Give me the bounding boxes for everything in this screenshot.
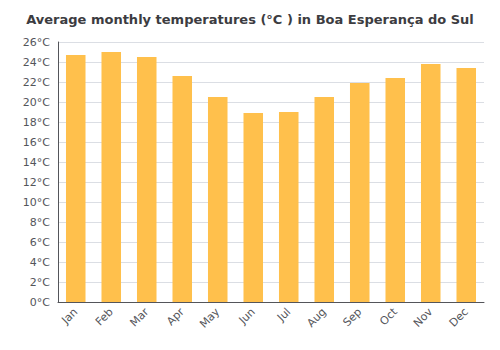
svg-text:22°C: 22°C [23,76,50,89]
svg-text:0°C: 0°C [30,296,50,309]
svg-text:Nov: Nov [411,305,436,330]
svg-text:Feb: Feb [93,305,116,328]
svg-text:Dec: Dec [447,305,471,329]
svg-text:Jan: Jan [58,305,80,327]
svg-text:4°C: 4°C [30,256,50,269]
svg-text:Apr: Apr [164,305,187,328]
svg-text:Mar: Mar [127,305,151,329]
svg-text:18°C: 18°C [23,116,50,129]
svg-text:2°C: 2°C [30,276,50,289]
svg-text:8°C: 8°C [30,216,50,229]
svg-text:Sep: Sep [341,305,365,329]
svg-text:May: May [197,305,223,331]
svg-text:Aug: Aug [304,305,328,329]
svg-text:20°C: 20°C [23,96,50,109]
svg-text:24°C: 24°C [23,56,50,69]
svg-text:16°C: 16°C [23,136,50,149]
svg-text:10°C: 10°C [23,196,50,209]
svg-text:6°C: 6°C [30,236,50,249]
svg-text:12°C: 12°C [23,176,50,189]
svg-text:Jul: Jul [274,305,293,324]
svg-text:14°C: 14°C [23,156,50,169]
svg-text:Average monthly temperatures (: Average monthly temperatures (°C ) in Bo… [26,12,474,27]
svg-text:Jun: Jun [236,305,258,327]
svg-text:Oct: Oct [377,305,400,328]
svg-text:26°C: 26°C [23,36,50,49]
